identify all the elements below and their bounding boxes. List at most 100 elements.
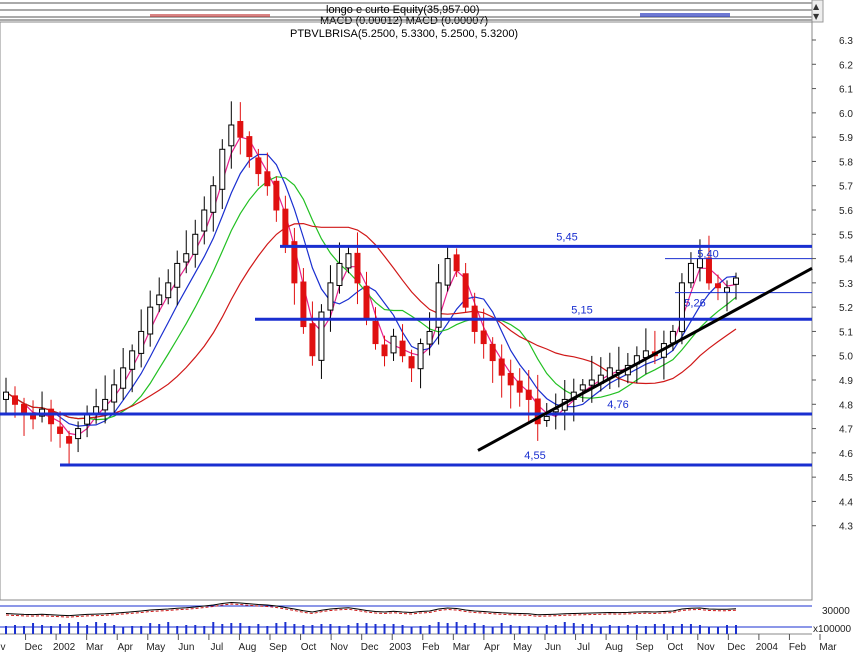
candle-body (354, 252, 361, 284)
y-tick-label: 6.0 (839, 109, 853, 120)
candle (588, 355, 595, 403)
candle-body (705, 257, 712, 284)
candle (57, 411, 64, 448)
candle (282, 195, 289, 254)
candle-body (687, 262, 694, 284)
candle-body (534, 398, 541, 425)
x-tick-label: Mar (453, 642, 471, 652)
x-tick-label: Dec (25, 642, 43, 652)
scroll-down-icon[interactable]: ▼ (813, 12, 820, 21)
x-tick-label: Mar (86, 642, 104, 652)
candle-body (399, 340, 406, 357)
candle-body (111, 384, 118, 403)
candle (462, 262, 469, 313)
candle (66, 430, 73, 467)
x-tick-label: Sep (636, 642, 654, 652)
x-tick-label: 2003 (389, 642, 412, 652)
scroll-widget[interactable]: ▲ ▼ (811, 0, 824, 23)
candle (372, 307, 379, 350)
candle (138, 309, 145, 368)
candle-body (228, 124, 235, 147)
y-tick-label: 4.3 (839, 522, 853, 533)
candle-body (498, 358, 505, 376)
candle (156, 277, 163, 313)
candle-body (714, 283, 721, 289)
level-label: 4,76 (607, 399, 628, 411)
candle (714, 274, 721, 301)
x-tick-label: Nov (330, 642, 348, 652)
candle (336, 242, 343, 294)
candle (733, 272, 739, 300)
x-tick-label: Oct (667, 642, 683, 652)
candle (318, 304, 325, 379)
candle-body (75, 428, 82, 440)
candle-body (3, 391, 9, 400)
y-tick-label: 5.9 (839, 133, 853, 144)
candle-body (174, 262, 181, 288)
y-tick-label: 6.1 (839, 85, 853, 96)
oscillator-signal-line (5, 603, 737, 618)
x-tick-label: May (513, 642, 532, 652)
candle (705, 235, 712, 290)
y-tick-label: 4.7 (839, 425, 853, 436)
candle-body (219, 148, 226, 190)
candles (3, 101, 739, 467)
level-label: 4,55 (524, 450, 545, 462)
candle (219, 139, 226, 210)
candle-body (255, 157, 262, 175)
candle-body (426, 330, 433, 345)
candle-body (309, 323, 316, 357)
candle-body (210, 185, 217, 213)
x-tick-label: Dec (727, 642, 745, 652)
moving-average-line (5, 136, 737, 436)
candle-body (156, 294, 163, 306)
candle-body (264, 171, 271, 187)
candle (660, 330, 667, 380)
candle-body (453, 254, 460, 272)
x-tick-label: 2004 (756, 642, 779, 652)
candle (309, 301, 316, 366)
y-tick-label: 5.6 (839, 206, 853, 217)
y-tick-label: 5.3 (839, 279, 853, 290)
candle (507, 359, 514, 409)
candle (390, 328, 397, 361)
candle (84, 405, 91, 438)
candle-body (733, 277, 739, 285)
y-tick-label: 6.3 (839, 36, 853, 47)
lower-tick-label: x1000 (813, 624, 841, 635)
candle-body (408, 356, 415, 369)
x-tick-label: v (1, 642, 6, 652)
thin-level-label: 5,40 (697, 249, 718, 261)
candle (39, 391, 46, 423)
scroll-up-icon[interactable]: ▲ (813, 2, 820, 11)
chart-title: PTBVLBRISA(5.2500, 5.3300, 5.2500, 5.320… (290, 28, 518, 40)
moving-averages (5, 136, 737, 436)
support-resistance-levels: 5,45 5,15 4,76 4,55 5,40 5,26 (0, 231, 812, 467)
y-tick-label: 5.1 (839, 327, 853, 338)
candle (642, 328, 649, 375)
candle (480, 308, 487, 359)
candle (435, 264, 442, 345)
candle-body (462, 273, 469, 308)
y-tick-label: 4.4 (839, 497, 853, 508)
lower-panel: 30000 x1000 00 (0, 599, 852, 635)
candle-body (723, 287, 730, 293)
x-tick-label: Jul (577, 642, 590, 652)
candle-body (489, 343, 496, 362)
candle-body (57, 426, 64, 434)
candle (111, 369, 118, 414)
header-strip: longo e curto Equity(35,957.00) MACD (0.… (0, 2, 823, 40)
candle-body (318, 311, 325, 361)
header-macd-label: MACD (0.00012) MACD (0.00007) (320, 15, 488, 27)
candle (273, 176, 280, 222)
candle-body (435, 282, 442, 328)
y-tick-label: 5.2 (839, 303, 853, 314)
y-tick-label: 4.6 (839, 449, 853, 460)
candle-body (66, 436, 73, 444)
candle (48, 399, 55, 442)
candle (264, 152, 271, 196)
x-tick-label: Mar (819, 642, 837, 652)
y-tick-label: 5.8 (839, 157, 853, 168)
candle-body (390, 335, 397, 354)
candle-body (480, 330, 487, 345)
